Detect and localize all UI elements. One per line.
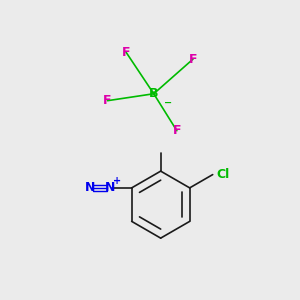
- Text: N: N: [104, 182, 115, 194]
- Text: +: +: [113, 176, 121, 186]
- Text: F: F: [103, 94, 112, 107]
- Text: F: F: [172, 124, 181, 137]
- Text: F: F: [122, 46, 130, 59]
- Text: B: B: [149, 87, 158, 100]
- Text: Cl: Cl: [217, 168, 230, 181]
- Text: N: N: [85, 182, 95, 194]
- Text: −: −: [164, 98, 172, 108]
- Text: F: F: [189, 52, 197, 66]
